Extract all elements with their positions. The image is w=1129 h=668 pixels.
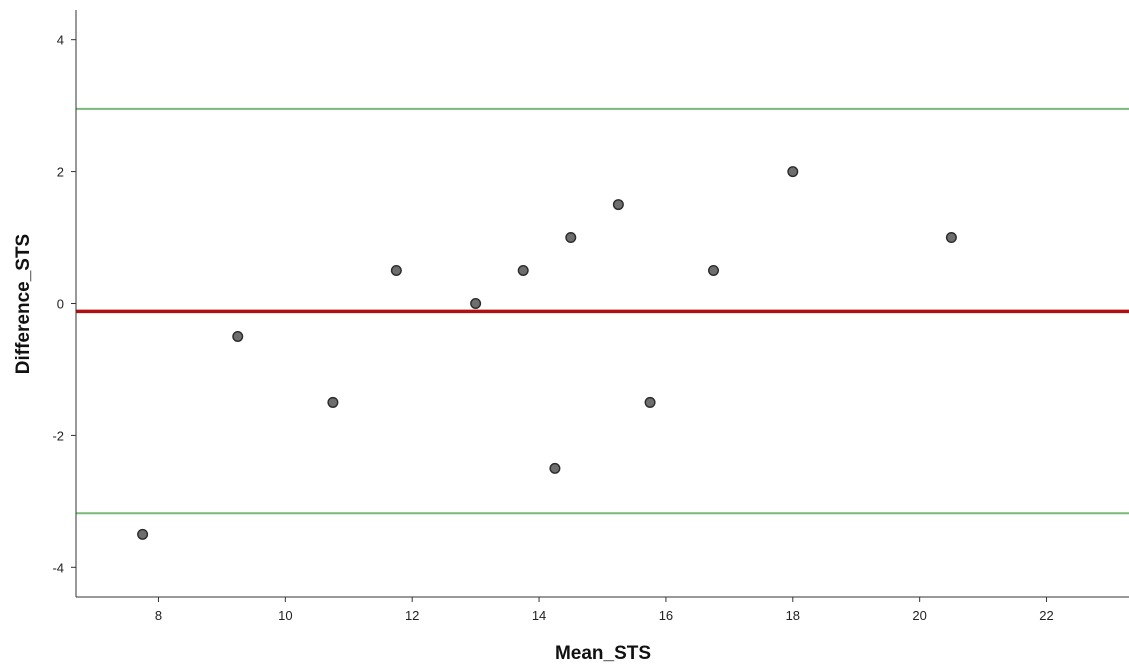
x-tick-label: 14 <box>532 608 546 623</box>
x-tick-label: 10 <box>278 608 292 623</box>
data-point <box>612 199 624 211</box>
reference-lines <box>76 107 1129 515</box>
data-point <box>390 265 402 277</box>
x-tick-label: 20 <box>912 608 926 623</box>
y-tick-label: -2 <box>52 428 64 443</box>
data-point <box>565 232 577 244</box>
x-tick-label: 12 <box>405 608 419 623</box>
x-axis-title: Mean_STS <box>555 643 651 664</box>
x-tick-label: 16 <box>659 608 673 623</box>
data-point <box>137 528 149 540</box>
data-point <box>549 462 561 474</box>
data-point <box>232 330 244 342</box>
x-tick-label: 22 <box>1039 608 1053 623</box>
y-tick-label: 2 <box>57 165 64 180</box>
data-point <box>470 298 482 310</box>
x-tick-label: 8 <box>155 608 162 623</box>
ticks: 8 10 12 14 16 18 20 22 -4 -2 0 2 4 <box>52 33 1053 623</box>
y-tick-label: 0 <box>57 297 64 312</box>
y-axis-title: Difference_STS <box>13 234 34 374</box>
x-tick-label: 18 <box>786 608 800 623</box>
data-points <box>137 166 957 540</box>
data-point <box>787 166 799 178</box>
data-point <box>327 396 339 408</box>
data-point <box>945 232 957 244</box>
data-point <box>644 396 656 408</box>
y-tick-label: 4 <box>57 33 64 48</box>
axes <box>75 10 1129 598</box>
data-point <box>708 265 720 277</box>
data-point <box>517 265 529 277</box>
y-tick-label: -4 <box>52 560 64 575</box>
